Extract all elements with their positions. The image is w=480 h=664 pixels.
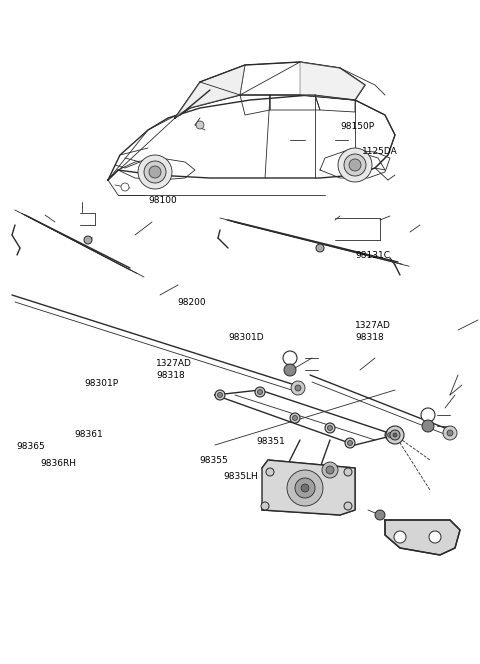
Circle shape bbox=[290, 413, 300, 423]
Circle shape bbox=[284, 364, 296, 376]
Circle shape bbox=[387, 432, 393, 438]
Circle shape bbox=[301, 484, 309, 492]
Circle shape bbox=[295, 478, 315, 498]
Circle shape bbox=[393, 433, 397, 437]
Circle shape bbox=[266, 468, 274, 476]
Polygon shape bbox=[175, 65, 245, 118]
Circle shape bbox=[447, 430, 453, 436]
Circle shape bbox=[394, 531, 406, 543]
Circle shape bbox=[443, 426, 457, 440]
Circle shape bbox=[255, 387, 265, 397]
Text: 98318: 98318 bbox=[355, 333, 384, 342]
Text: 98318: 98318 bbox=[156, 371, 185, 380]
Circle shape bbox=[344, 468, 352, 476]
Circle shape bbox=[149, 166, 161, 178]
Text: 1125DA: 1125DA bbox=[362, 147, 398, 156]
Text: 98100: 98100 bbox=[149, 196, 178, 205]
Text: 98365: 98365 bbox=[17, 442, 46, 451]
Polygon shape bbox=[300, 62, 365, 100]
Text: 9835LH: 9835LH bbox=[223, 472, 258, 481]
Circle shape bbox=[344, 502, 352, 510]
Circle shape bbox=[138, 155, 172, 189]
Text: 98301D: 98301D bbox=[228, 333, 264, 342]
Circle shape bbox=[196, 121, 204, 129]
Circle shape bbox=[349, 159, 361, 171]
Text: 1327AD: 1327AD bbox=[156, 359, 192, 368]
Circle shape bbox=[121, 183, 129, 191]
Circle shape bbox=[345, 438, 355, 448]
Text: 98301P: 98301P bbox=[84, 379, 118, 388]
Circle shape bbox=[283, 351, 297, 365]
Polygon shape bbox=[262, 460, 355, 515]
Text: 98131C: 98131C bbox=[355, 251, 390, 260]
Circle shape bbox=[217, 392, 223, 398]
Circle shape bbox=[257, 390, 263, 394]
Circle shape bbox=[422, 420, 434, 432]
Circle shape bbox=[215, 390, 225, 400]
Circle shape bbox=[144, 161, 166, 183]
Circle shape bbox=[322, 462, 338, 478]
Circle shape bbox=[338, 148, 372, 182]
Text: 98355: 98355 bbox=[199, 456, 228, 465]
Circle shape bbox=[327, 426, 333, 430]
Circle shape bbox=[429, 531, 441, 543]
Circle shape bbox=[325, 423, 335, 433]
Circle shape bbox=[421, 408, 435, 422]
Circle shape bbox=[295, 385, 301, 391]
Text: 98150P: 98150P bbox=[341, 122, 375, 131]
Circle shape bbox=[390, 430, 400, 440]
Text: 98361: 98361 bbox=[74, 430, 103, 440]
Circle shape bbox=[291, 381, 305, 395]
Text: 98200: 98200 bbox=[178, 297, 206, 307]
Text: 98351: 98351 bbox=[257, 437, 286, 446]
Circle shape bbox=[292, 416, 298, 420]
Circle shape bbox=[385, 430, 395, 440]
Circle shape bbox=[348, 440, 352, 446]
Circle shape bbox=[261, 502, 269, 510]
Circle shape bbox=[287, 470, 323, 506]
Circle shape bbox=[84, 236, 92, 244]
Text: 9836RH: 9836RH bbox=[41, 459, 77, 468]
Circle shape bbox=[316, 244, 324, 252]
Circle shape bbox=[386, 426, 404, 444]
Circle shape bbox=[375, 510, 385, 520]
Polygon shape bbox=[385, 520, 460, 555]
Circle shape bbox=[344, 154, 366, 176]
Text: 1327AD: 1327AD bbox=[355, 321, 391, 330]
Circle shape bbox=[326, 466, 334, 474]
